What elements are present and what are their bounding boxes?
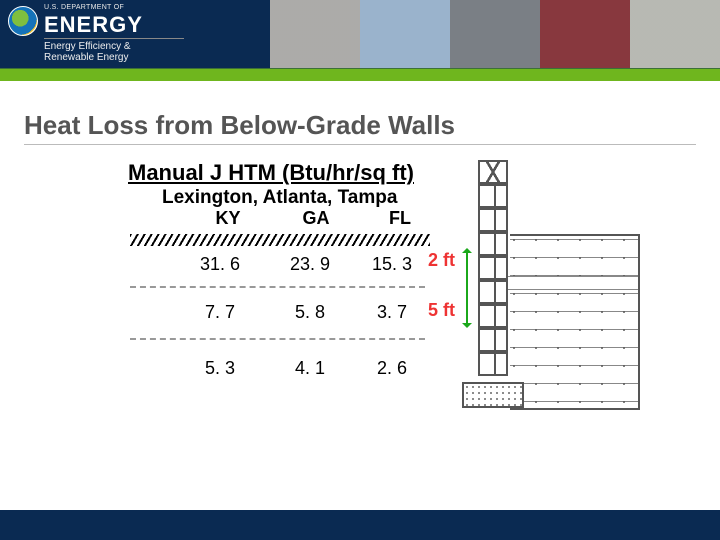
doe-subtitle: Energy Efficiency & Renewable Energy [44,41,131,63]
cell: 7. 7 [180,302,260,323]
wall-diagram [478,160,658,410]
cell: 5. 3 [180,358,260,379]
depth-label-2ft: 2 ft [428,250,455,271]
header-photostrip [270,0,720,68]
cmu-block [478,352,508,376]
header-banner: U.S. DEPARTMENT OF ENERGY Energy Efficie… [0,0,720,88]
above-grade-whitespace [512,160,642,204]
chart-title: Manual J HTM (Btu/hr/sq ft) [128,160,414,186]
doe-energy-wordmark: ENERGY [44,12,143,38]
cmu-wall [478,160,508,382]
cell: 15. 3 [352,254,432,275]
doe-dept-label: U.S. DEPARTMENT OF [44,4,124,11]
cell: 23. 9 [270,254,350,275]
depth-arrow-icon [466,252,468,324]
cmu-block [478,280,508,304]
cmu-block [478,256,508,280]
col-head-3: FL [360,208,440,229]
cmu-block [478,232,508,256]
cmu-block [478,208,508,232]
doe-lockup: U.S. DEPARTMENT OF ENERGY Energy Efficie… [0,0,270,68]
row-divider [130,338,425,340]
cell: 3. 7 [352,302,432,323]
slide-title: Heat Loss from Below-Grade Walls [24,110,455,141]
soil-region [510,234,640,410]
depth-label-5ft: 5 ft [428,300,455,321]
cell: 4. 1 [270,358,350,379]
col-head-2: GA [276,208,356,229]
footer-bar [0,510,720,540]
cities-line: Lexington, Atlanta, Tampa [162,187,397,209]
cmu-block [478,304,508,328]
ground-hatch [130,234,430,246]
cell: 5. 8 [270,302,350,323]
cell: 31. 6 [180,254,260,275]
cmu-block [478,328,508,352]
doe-sub-rule [44,38,184,39]
title-rule [24,144,696,145]
doe-seal-icon [8,6,38,36]
cell: 2. 6 [352,358,432,379]
col-head-1: KY [188,208,268,229]
soil-strip-gap [500,276,638,290]
row-divider [130,286,425,288]
cmu-block [478,184,508,208]
footing [462,382,524,408]
block-top-x [478,160,508,184]
